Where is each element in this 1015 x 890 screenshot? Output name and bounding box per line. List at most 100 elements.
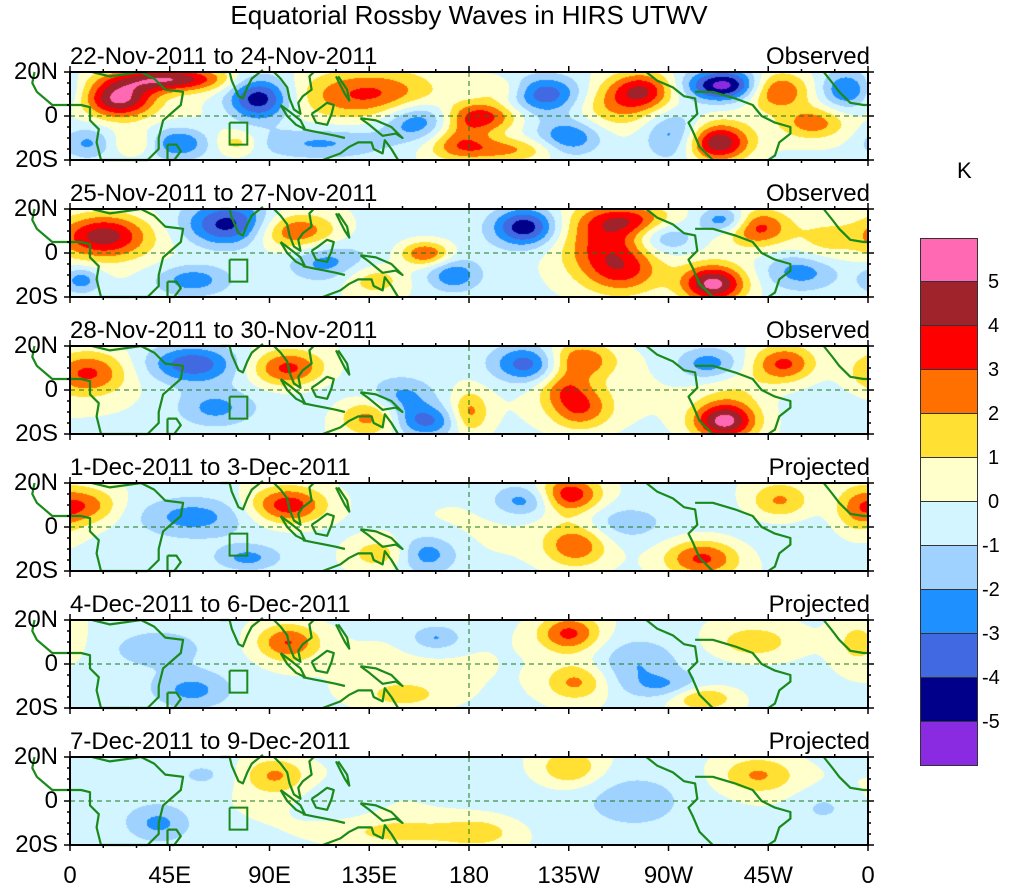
coastline (220, 342, 264, 374)
colorbar-swatch (920, 370, 978, 414)
coastline (335, 212, 351, 239)
coastline (220, 753, 264, 785)
x-tick-label: 90E (248, 862, 291, 889)
coastline (695, 90, 792, 161)
colorbar-level-label: -4 (982, 667, 1000, 689)
x-tick-label: 45E (148, 862, 192, 889)
coastline (166, 280, 182, 299)
y-tick-label: 0 (44, 376, 58, 403)
colorbar-level-label: 3 (988, 359, 1000, 381)
coastline (822, 482, 868, 518)
coastline (273, 208, 315, 252)
coastline (310, 786, 335, 811)
coastline (220, 68, 264, 100)
coastline (310, 101, 335, 126)
coastline (166, 828, 182, 847)
y-tick-label: 20N (13, 743, 58, 770)
colorbar-level-label: 0 (988, 491, 1000, 513)
coastline (335, 75, 351, 102)
coastline (695, 364, 792, 435)
colorbar-level-label: 4 (988, 315, 1000, 337)
coastline (302, 265, 346, 277)
region-box (228, 121, 249, 146)
coastline (335, 760, 351, 787)
coastline (695, 227, 792, 298)
colorbar-swatch (920, 326, 978, 370)
colorbar (920, 238, 978, 766)
coastline (220, 205, 264, 237)
panel-period-title: 7-Dec-2011 to 9-Dec-2011 (70, 728, 351, 755)
coastline (310, 375, 335, 400)
x-tick-label: 180 (448, 862, 490, 889)
coastline (273, 71, 315, 115)
y-tick-label: 20N (13, 469, 58, 496)
coastline (166, 691, 182, 710)
y-tick-label: 20N (13, 195, 58, 222)
colorbar-swatch (920, 634, 978, 678)
y-tick-label: 20S (15, 694, 58, 721)
y-tick-label: 20S (15, 146, 58, 173)
colorbar-units: K (957, 158, 972, 183)
panel-period-title: 28-Nov-2011 to 30-Nov-2011 (70, 317, 378, 344)
y-tick-label: 0 (44, 787, 58, 814)
colorbar-level-label: -3 (982, 623, 1000, 645)
coastline (220, 479, 264, 511)
x-tick-label: 135W (537, 862, 601, 889)
panel-status-label: Observed (765, 43, 870, 70)
coastline (273, 619, 315, 663)
coastline (335, 623, 351, 650)
coastline (822, 756, 868, 792)
colorbar-level-label: 2 (988, 403, 1000, 425)
coastline (302, 402, 346, 414)
coastline (322, 550, 400, 573)
coastline (822, 619, 868, 655)
coastline (310, 238, 335, 263)
coastline (322, 276, 400, 299)
coastline (335, 349, 351, 376)
y-tick-label: 20N (13, 606, 58, 633)
coastline (359, 528, 404, 551)
x-tick-label: 90W (643, 862, 694, 889)
coastline (302, 128, 346, 140)
colorbar-swatch (920, 678, 978, 722)
x-tick-label: 45W (743, 862, 793, 889)
colorbar-level-label: -1 (982, 535, 1000, 557)
coastline (273, 756, 315, 800)
x-tick-label: 0 (63, 862, 77, 889)
coastline (359, 802, 404, 825)
panel-status-label: Projected (768, 591, 870, 618)
coastline (359, 254, 404, 277)
colorbar-level-label: -5 (982, 711, 1000, 733)
coastline (273, 482, 315, 526)
coastline (645, 71, 714, 161)
coastline (359, 117, 404, 140)
coastline (645, 345, 714, 435)
coastline (302, 539, 346, 551)
coastline (645, 208, 714, 298)
panel-status-label: Observed (765, 317, 870, 344)
coastline (645, 756, 714, 846)
colorbar-swatch (920, 722, 978, 766)
coastline (322, 824, 400, 847)
colorbar-level-label: 5 (988, 271, 1000, 293)
colorbar-swatch (920, 590, 978, 634)
colorbar-swatch (920, 458, 978, 502)
y-tick-label: 0 (44, 513, 58, 540)
coastline (359, 665, 404, 688)
y-tick-label: 20S (15, 283, 58, 310)
coastline (645, 619, 714, 709)
y-tick-label: 20S (15, 420, 58, 447)
region-box (228, 806, 249, 831)
coastline (166, 417, 182, 436)
coastline (302, 813, 346, 825)
y-tick-label: 20N (13, 332, 58, 359)
x-tick-label: 0 (861, 862, 875, 889)
region-box (228, 532, 249, 557)
coastline (335, 486, 351, 513)
panel-status-label: Projected (768, 454, 870, 481)
panel-period-title: 25-Nov-2011 to 27-Nov-2011 (70, 180, 378, 207)
coastline (310, 649, 335, 674)
coastline (359, 391, 404, 414)
y-tick-label: 0 (44, 650, 58, 677)
